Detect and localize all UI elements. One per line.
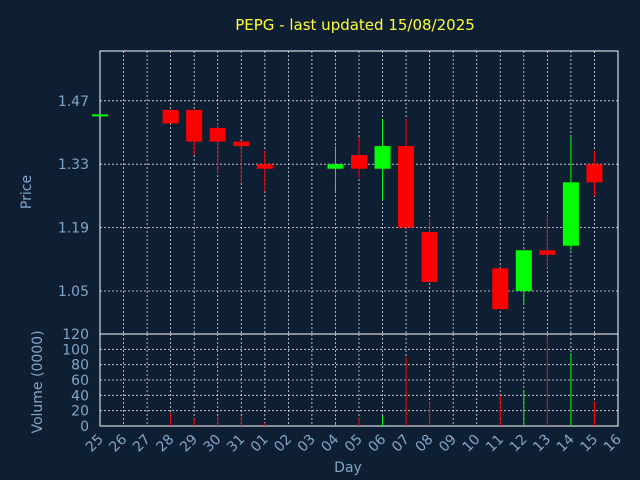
candle-body	[92, 114, 108, 117]
candle-05	[351, 137, 367, 178]
x-tick-label: 31	[224, 432, 248, 456]
price-tick-label: 1.19	[58, 221, 89, 237]
volume-tick-label: 100	[62, 342, 89, 358]
x-tick-label: 09	[436, 432, 460, 456]
candles	[92, 109, 603, 310]
x-tick-label: 02	[271, 432, 295, 456]
x-axis-ticks: 25 26 27 28 29 30 31 01 02 03 04 05 06 07 08 09 10 11 12 13…	[83, 431, 625, 455]
x-tick-label: 27	[130, 432, 154, 456]
x-tick-label: 08	[413, 432, 437, 456]
x-tick-label: 03	[295, 432, 319, 456]
candle-body	[492, 268, 509, 310]
candle-body	[162, 109, 179, 124]
y-axis-label-price: Price	[19, 175, 35, 209]
x-tick-label: 06	[365, 431, 389, 455]
candle-11	[492, 268, 509, 310]
candle-14	[562, 137, 579, 251]
x-tick-label: 30	[201, 432, 225, 456]
candle-30	[209, 123, 226, 174]
price-tick-label: 1.47	[58, 94, 89, 110]
candle-31	[233, 141, 250, 183]
candle-body	[398, 146, 415, 228]
candle-28	[162, 109, 179, 124]
x-tick-label: 14	[554, 431, 578, 455]
candle-body	[562, 182, 579, 246]
price-axis-ticks: 1.05 1.19 1.33 1.47	[58, 94, 89, 300]
volume-bars	[99, 335, 595, 426]
candle-06	[374, 118, 391, 201]
candle-body	[421, 232, 438, 282]
x-tick-label: 07	[389, 432, 413, 456]
x-tick-label: 15	[577, 432, 601, 456]
y-axis-label-volume: Volume (0000)	[30, 330, 46, 433]
volume-grid	[99, 334, 619, 426]
price-grid	[99, 51, 619, 334]
candle-body	[233, 141, 250, 147]
candle-body	[327, 164, 344, 169]
candle-body	[209, 127, 226, 142]
candle-08	[421, 218, 438, 282]
x-tick-label: 01	[248, 432, 272, 456]
x-tick-label: 16	[601, 431, 625, 455]
x-axis-label: Day	[334, 460, 362, 476]
x-tick-label: 10	[460, 432, 484, 456]
candle-25	[92, 114, 108, 117]
x-tick-label: 11	[483, 432, 507, 456]
candle-body	[186, 109, 203, 142]
candle-04	[327, 146, 344, 192]
candle-07	[398, 118, 415, 228]
x-tick-label: 05	[342, 432, 366, 456]
price-tick-label: 1.05	[58, 284, 89, 300]
candle-12	[515, 250, 532, 305]
candle-01	[256, 150, 273, 192]
volume-tick-label: 40	[71, 388, 89, 404]
candle-body	[374, 146, 391, 169]
candle-13	[539, 214, 556, 269]
x-tick-label: 25	[83, 432, 107, 456]
volume-tick-label: 60	[71, 373, 89, 389]
x-tick-label: 28	[154, 432, 178, 456]
chart-title: PEPG - last updated 15/08/2025	[235, 16, 475, 34]
candle-body	[256, 164, 273, 169]
candle-body	[515, 250, 532, 291]
x-tick-label: 29	[177, 432, 201, 456]
candle-15	[586, 150, 603, 196]
x-tick-label: 12	[507, 432, 531, 456]
candle-29	[186, 109, 203, 156]
volume-tick-label: 20	[71, 404, 89, 420]
volume-tick-label: 120	[62, 327, 89, 343]
x-tick-label: 13	[530, 432, 554, 456]
candle-body	[586, 164, 603, 183]
candle-body	[351, 155, 367, 169]
price-tick-label: 1.33	[58, 157, 89, 173]
candle-body	[539, 250, 556, 255]
x-tick-label: 04	[318, 431, 342, 455]
volume-tick-label: 0	[80, 419, 89, 435]
volume-tick-label: 80	[71, 358, 89, 374]
x-tick-label: 26	[106, 431, 130, 455]
